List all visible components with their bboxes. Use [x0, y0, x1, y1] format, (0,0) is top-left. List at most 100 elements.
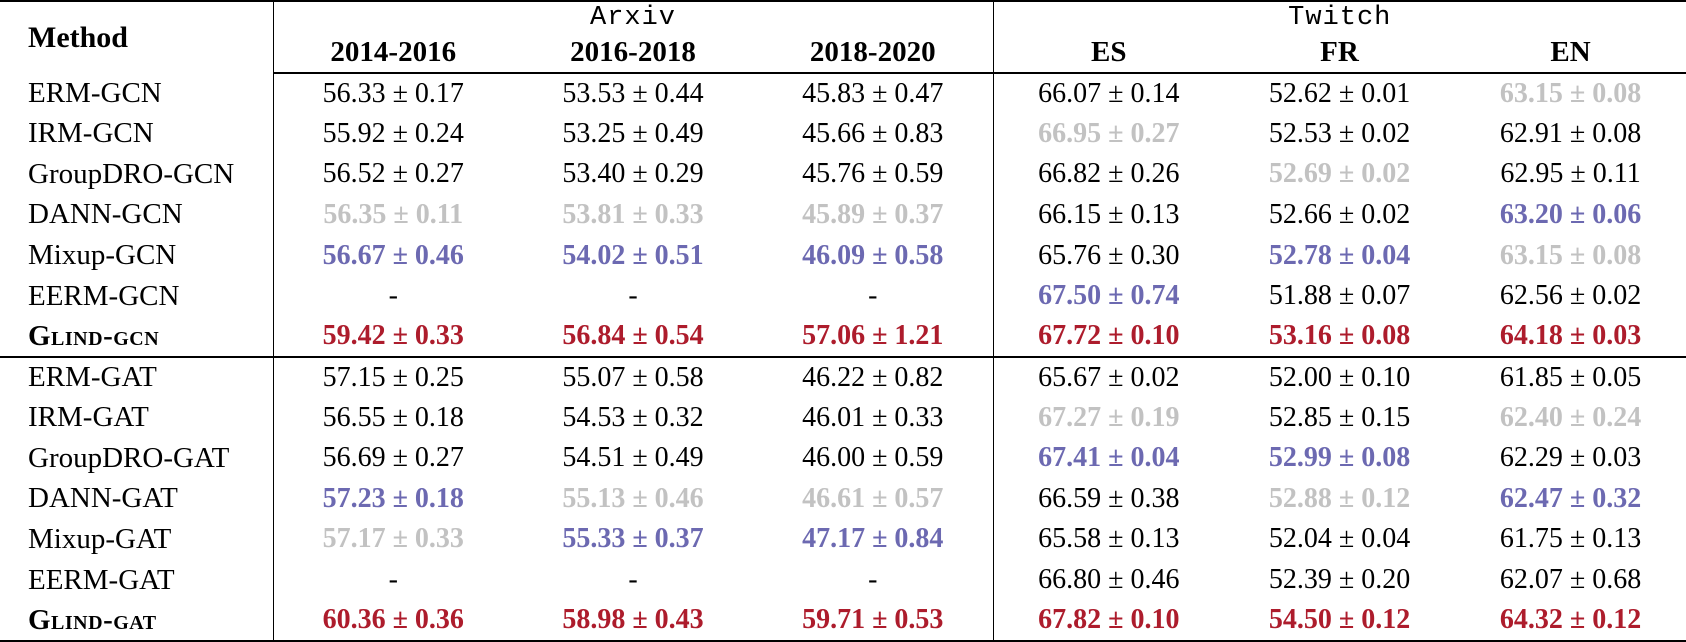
value-cell: 60.36 ± 0.36	[272, 600, 513, 641]
value-cell: 53.16 ± 0.08	[1224, 316, 1456, 358]
table-row: Mixup-GAT 57.17 ± 0.33 55.33 ± 0.37 47.17 ±…	[0, 519, 1686, 560]
value-cell: 63.15 ± 0.08	[1499, 77, 1642, 109]
group-header-arxiv: Arxiv	[272, 1, 994, 33]
value-cell: 66.15 ± 0.13	[992, 194, 1225, 236]
value-cell: 64.32 ± 0.12	[1499, 604, 1642, 636]
value-cell: -	[868, 564, 878, 596]
value-cell: 57.23 ± 0.18	[272, 478, 513, 520]
value-cell: 66.95 ± 0.27	[992, 113, 1225, 155]
value-cell: -	[272, 559, 513, 601]
value-cell: 55.13 ± 0.46	[562, 482, 704, 514]
value-cell: 59.71 ± 0.53	[802, 604, 944, 636]
value-cell: 62.07 ± 0.68	[1499, 564, 1642, 596]
value-cell: -	[868, 280, 878, 312]
table-row: GroupDRO-GCN 56.52 ± 0.27 53.40 ± 0.29 45.7…	[0, 154, 1686, 195]
group-header-twitch: Twitch	[992, 1, 1686, 33]
table-row: Glind-gat 60.36 ± 0.36 58.98 ± 0.43 59.71 ±…	[0, 600, 1686, 641]
value-cell: 57.06 ± 1.21	[753, 316, 994, 358]
column-header-2016-2018: 2016-2018	[513, 33, 753, 74]
table-row: Mixup-GCN 56.67 ± 0.46 54.02 ± 0.51 46.09 ±…	[0, 235, 1686, 276]
value-cell: 65.67 ± 0.02	[992, 356, 1225, 398]
column-header-en: EN	[1455, 33, 1686, 74]
value-cell: -	[628, 280, 638, 312]
method-column-header: Method	[28, 20, 128, 54]
value-cell: 45.83 ± 0.47	[802, 77, 944, 109]
value-cell: 52.66 ± 0.02	[1268, 198, 1411, 230]
table-row: IRM-GAT 56.55 ± 0.18 54.53 ± 0.32 46.01 ± 0…	[0, 397, 1686, 439]
column-header-2018-2020: 2018-2020	[753, 33, 994, 74]
value-cell: 56.67 ± 0.46	[272, 235, 513, 276]
value-cell: 52.62 ± 0.01	[1268, 77, 1411, 109]
table-row: DANN-GAT 57.23 ± 0.18 55.13 ± 0.46 46.61 ± …	[0, 478, 1686, 520]
value-cell: 52.39 ± 0.20	[1268, 564, 1411, 596]
value-cell: 58.98 ± 0.43	[562, 604, 704, 636]
table-row: GroupDRO-GAT 56.69 ± 0.27 54.51 ± 0.49 46.0…	[0, 438, 1686, 479]
method-cell: EERM-GCN	[28, 279, 180, 312]
value-cell: 66.82 ± 0.26	[992, 154, 1225, 195]
value-cell: 53.25 ± 0.49	[562, 117, 704, 149]
value-cell: 52.85 ± 0.15	[1268, 401, 1411, 433]
method-cell: Mixup-GAT	[28, 522, 172, 555]
method-cell: Glind-gat	[28, 603, 157, 636]
method-cell: DANN-GAT	[28, 482, 178, 515]
value-cell: 57.15 ± 0.25	[272, 356, 513, 398]
value-cell: 46.01 ± 0.33	[802, 401, 944, 433]
table-row: ERM-GCN 56.33 ± 0.17 53.53 ± 0.44 45.83 ± 0…	[0, 73, 1686, 114]
value-cell: 52.69 ± 0.02	[1268, 158, 1411, 190]
method-cell: GroupDRO-GAT	[28, 441, 230, 474]
value-cell: 62.95 ± 0.11	[1500, 158, 1641, 190]
table-row: IRM-GCN 55.92 ± 0.24 53.25 ± 0.49 45.66 ± 0…	[0, 113, 1686, 155]
value-cell: 55.07 ± 0.58	[562, 361, 704, 393]
method-cell: EERM-GAT	[28, 563, 175, 596]
value-cell: 67.50 ± 0.74	[992, 275, 1225, 317]
value-cell: 55.92 ± 0.24	[272, 113, 513, 155]
value-cell: 54.02 ± 0.51	[562, 239, 704, 271]
method-cell: IRM-GCN	[28, 117, 154, 150]
value-cell: 62.56 ± 0.02	[1499, 280, 1642, 312]
method-cell: ERM-GAT	[28, 361, 157, 394]
value-cell: 59.42 ± 0.33	[272, 316, 513, 358]
value-cell: 67.82 ± 0.10	[992, 600, 1225, 641]
value-cell: 46.00 ± 0.59	[802, 442, 944, 474]
method-cell: Mixup-GCN	[28, 239, 177, 272]
value-cell: 56.69 ± 0.27	[272, 438, 513, 479]
value-cell: 66.07 ± 0.14	[992, 73, 1225, 114]
value-cell: 63.20 ± 0.06	[1499, 198, 1642, 230]
method-cell: IRM-GAT	[28, 401, 149, 434]
value-cell: 65.76 ± 0.30	[992, 235, 1225, 276]
value-cell: 56.35 ± 0.11	[272, 194, 513, 236]
column-header-es: ES	[992, 33, 1225, 74]
value-cell: 56.33 ± 0.17	[272, 73, 513, 114]
value-cell: 64.18 ± 0.03	[1455, 316, 1686, 358]
table-row: EERM-GAT - - - 66.80 ± 0.46 52.39 ± 0.20 62.07…	[0, 559, 1686, 601]
value-cell: 67.41 ± 0.04	[992, 438, 1225, 479]
method-cell: GroupDRO-GCN	[28, 157, 235, 190]
value-cell: 46.61 ± 0.57	[802, 482, 944, 514]
column-header-row: 2014-2016 2016-2018 2018-2020 ES FR EN	[0, 33, 1686, 74]
value-cell: 56.52 ± 0.27	[272, 154, 513, 195]
value-cell: 62.91 ± 0.08	[1499, 117, 1642, 149]
value-cell: 56.55 ± 0.18	[272, 397, 513, 439]
table-row: DANN-GCN 56.35 ± 0.11 53.81 ± 0.33 45.89 ± …	[0, 194, 1686, 236]
value-cell: 62.47 ± 0.32	[1499, 482, 1642, 514]
table-header: Method Arxiv Twitch 2014-2016 2016-2018 …	[0, 1, 1686, 74]
value-cell: 52.04 ± 0.04	[1268, 523, 1411, 555]
column-header-2014-2016: 2014-2016	[272, 33, 513, 74]
value-cell: 52.53 ± 0.02	[1268, 117, 1411, 149]
value-cell: 61.75 ± 0.13	[1499, 523, 1642, 555]
value-cell: 52.78 ± 0.04	[1268, 239, 1411, 271]
method-cell: DANN-GCN	[28, 198, 183, 231]
value-cell: 66.80 ± 0.46	[992, 559, 1225, 601]
value-cell: 53.81 ± 0.33	[562, 198, 704, 230]
value-cell: 46.22 ± 0.82	[802, 361, 944, 393]
value-cell: 51.88 ± 0.07	[1268, 280, 1411, 312]
table-row: Glind-gcn 59.42 ± 0.33 56.84 ± 0.54 57.06 ±…	[0, 316, 1686, 358]
value-cell: -	[628, 564, 638, 596]
value-cell: 66.59 ± 0.38	[992, 478, 1225, 520]
method-cell: ERM-GCN	[28, 76, 162, 109]
value-cell: 57.17 ± 0.33	[272, 519, 513, 560]
value-cell: 67.27 ± 0.19	[992, 397, 1225, 439]
value-cell: 45.66 ± 0.83	[802, 117, 944, 149]
value-cell: 45.76 ± 0.59	[802, 158, 944, 190]
